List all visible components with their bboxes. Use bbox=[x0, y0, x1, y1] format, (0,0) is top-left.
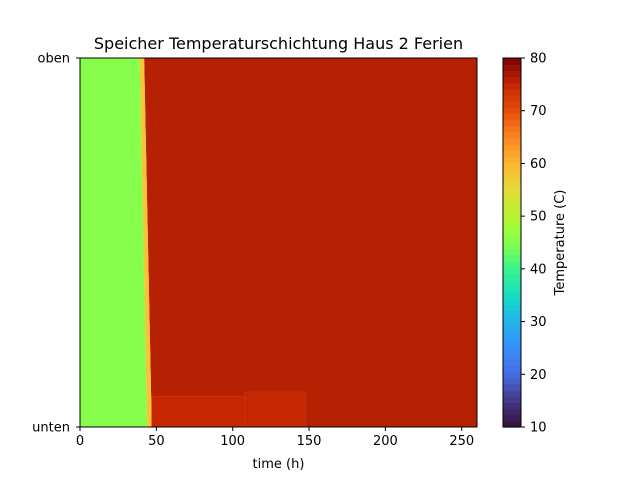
colorbar-segment bbox=[503, 156, 521, 164]
colorbar-segment bbox=[503, 371, 521, 379]
region-bottom-patch-1 bbox=[151, 396, 246, 428]
region-heated bbox=[144, 58, 477, 427]
colorbar-segment bbox=[503, 353, 521, 360]
colorbar-segment bbox=[503, 267, 521, 274]
colorbar-tick-label: 10 bbox=[530, 421, 547, 436]
colorbar-segment bbox=[503, 408, 521, 416]
colorbar-segment bbox=[503, 297, 521, 305]
y-tick-label: oben bbox=[38, 52, 70, 67]
colorbar-segment bbox=[503, 340, 521, 348]
colorbar-segment bbox=[503, 168, 521, 176]
colorbar-segment bbox=[503, 101, 521, 108]
x-tick-label: 250 bbox=[449, 434, 474, 449]
colorbar-segment bbox=[503, 76, 521, 84]
colorbar-segment bbox=[503, 377, 521, 385]
colorbar-segment bbox=[503, 187, 521, 194]
colorbar-segment bbox=[503, 94, 521, 102]
colorbar-segment bbox=[503, 254, 521, 262]
colorbar-segment bbox=[503, 217, 521, 225]
colorbar-segment bbox=[503, 236, 521, 244]
colorbar-tick-label: 60 bbox=[530, 157, 547, 172]
colorbar-segment bbox=[503, 334, 521, 342]
x-tick-label: 0 bbox=[76, 434, 84, 449]
colorbar-segment bbox=[503, 113, 521, 121]
colorbar-segment bbox=[503, 88, 521, 96]
colorbar-segment bbox=[503, 174, 521, 182]
colorbar-segment bbox=[503, 316, 521, 324]
colorbar-segment bbox=[503, 199, 521, 207]
colorbar-segment bbox=[503, 359, 521, 367]
colorbar-segment bbox=[503, 82, 521, 90]
colorbar-segment bbox=[503, 58, 521, 65]
colorbar-tick-label: 70 bbox=[530, 104, 547, 119]
colorbar-segment bbox=[503, 144, 521, 151]
colorbar-segment bbox=[503, 291, 521, 299]
colorbar-tick-label: 40 bbox=[530, 262, 547, 277]
colorbar-segment bbox=[503, 347, 521, 354]
x-tick-label: 150 bbox=[297, 434, 322, 449]
colorbar-segment bbox=[503, 322, 521, 330]
colorbar-segment bbox=[503, 248, 521, 256]
colorbar-segment bbox=[503, 205, 521, 213]
colorbar-segment bbox=[503, 137, 521, 145]
colorbar-segment bbox=[503, 304, 521, 311]
colorbar-segment bbox=[503, 260, 521, 268]
colorbar-segment bbox=[503, 181, 521, 188]
colorbar-segment bbox=[503, 162, 521, 170]
colorbar-tick-label: 80 bbox=[530, 52, 547, 67]
chart-title: Speicher Temperaturschichtung Haus 2 Fer… bbox=[94, 34, 463, 53]
x-axis: 0 50 100 150 200 250 bbox=[76, 427, 474, 449]
colorbar-segment bbox=[503, 390, 521, 397]
colorbar-segment bbox=[503, 230, 521, 237]
colorbar-segment bbox=[503, 119, 521, 127]
colorbar-segment bbox=[503, 285, 521, 293]
region-bottom-patch-2 bbox=[244, 391, 307, 428]
colorbar-frame bbox=[502, 57, 522, 428]
plot-frame bbox=[79, 57, 478, 428]
y-axis: unten oben bbox=[32, 52, 80, 436]
colorbar-segment bbox=[503, 365, 521, 373]
colorbar-tick-label: 20 bbox=[530, 368, 547, 383]
x-tick-label: 100 bbox=[220, 434, 245, 449]
colorbar-segment bbox=[503, 383, 521, 391]
colorbar-segment bbox=[503, 242, 521, 250]
colorbar-segment bbox=[503, 211, 521, 219]
y-tick-label: unten bbox=[32, 421, 70, 436]
colorbar-segment bbox=[503, 420, 521, 428]
colorbar-segment bbox=[503, 64, 521, 71]
colorbar-segment bbox=[503, 70, 521, 78]
colorbar-segment bbox=[503, 396, 521, 403]
colorbar-tick-label: 30 bbox=[530, 315, 547, 330]
region-transition bbox=[139, 58, 152, 427]
colorbar-segment bbox=[503, 414, 521, 422]
colorbar-segment bbox=[503, 193, 521, 201]
colorbar-tick-label: 50 bbox=[530, 210, 547, 225]
colorbar: 10 20 30 40 50 60 70 80 bbox=[503, 52, 547, 436]
colorbar-label: Temperature (C) bbox=[553, 190, 568, 297]
colorbar-segment bbox=[503, 402, 521, 410]
colorbar-segment bbox=[503, 279, 521, 287]
colorbar-segment bbox=[503, 131, 521, 139]
x-tick-label: 50 bbox=[148, 434, 165, 449]
colorbar-segment bbox=[503, 273, 521, 280]
x-tick-label: 200 bbox=[373, 434, 398, 449]
colorbar-segment bbox=[503, 310, 521, 317]
colorbar-segment bbox=[503, 224, 521, 231]
x-axis-label: time (h) bbox=[253, 457, 305, 472]
heatmap-plot-area bbox=[80, 58, 477, 428]
colorbar-segment bbox=[503, 107, 521, 114]
region-initial bbox=[80, 58, 148, 427]
colorbar-segment bbox=[503, 328, 521, 336]
colorbar-segment bbox=[503, 125, 521, 133]
colorbar-segment bbox=[503, 150, 521, 157]
